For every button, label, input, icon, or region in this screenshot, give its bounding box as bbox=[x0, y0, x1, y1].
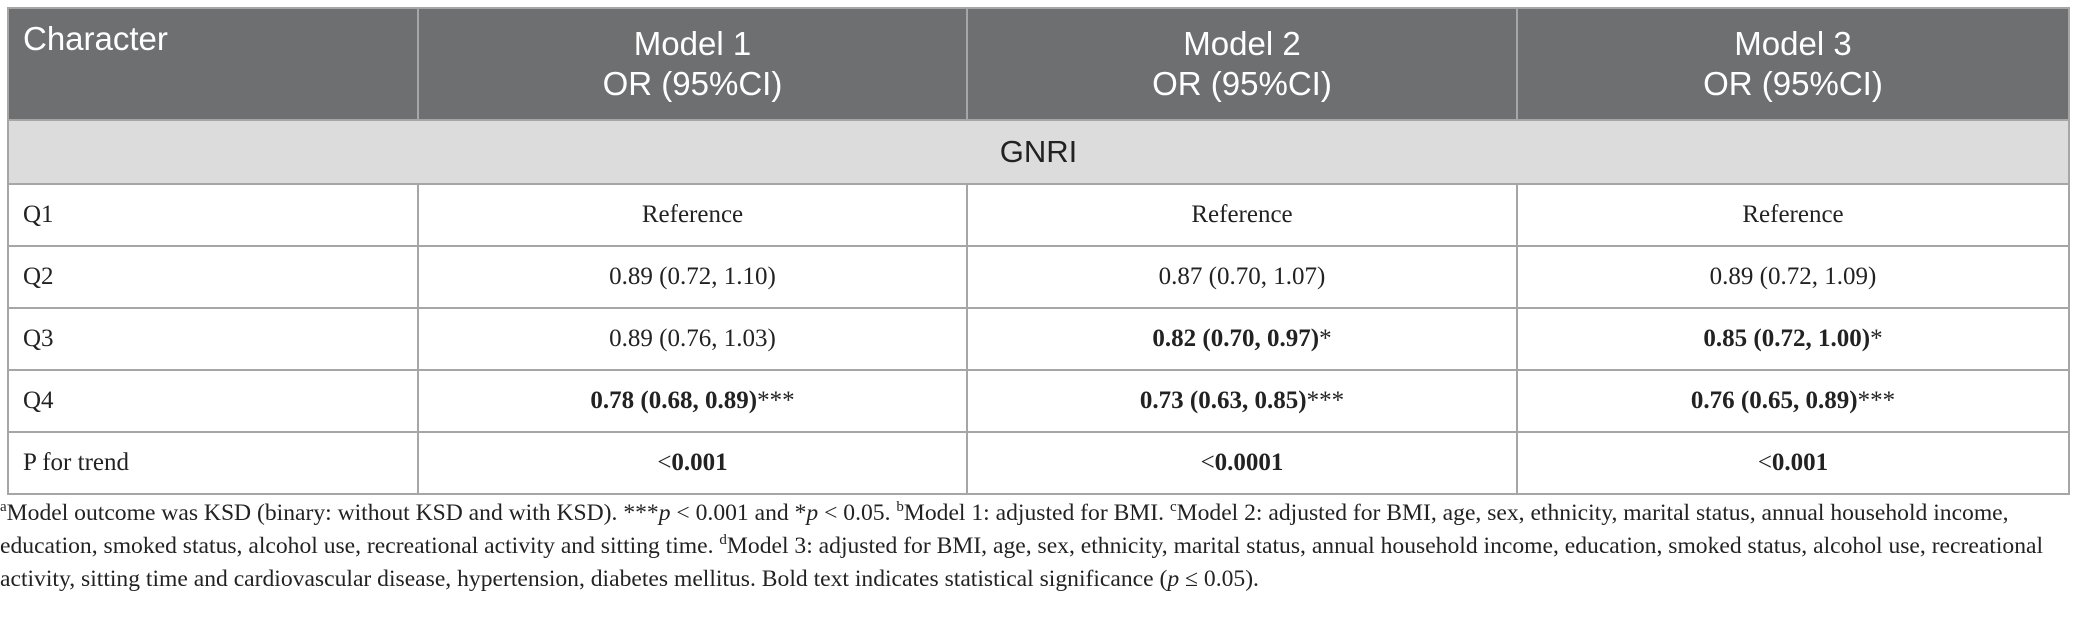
cell-text: Q4 bbox=[23, 387, 54, 414]
cell-mark: * bbox=[1319, 325, 1332, 352]
row-label: P for trend bbox=[7, 431, 419, 495]
footnote-text: ≤ 0.05). bbox=[1179, 566, 1259, 592]
table-header: Character Model 1 OR (95%CI) Model 2 OR (95%… bbox=[7, 7, 2070, 121]
cell: 0.76 (0.65, 0.89)*** bbox=[1516, 369, 2070, 433]
cell-mark: < bbox=[1757, 449, 1772, 476]
cell-text: 0.89 (0.72, 1.10) bbox=[609, 263, 776, 290]
row-label: Q4 bbox=[7, 369, 419, 433]
cell: 0.89 (0.72, 1.09) bbox=[1516, 245, 2070, 309]
significant-value: 0.0001 bbox=[1214, 449, 1284, 476]
cell-mark: * bbox=[1870, 325, 1883, 352]
row-label: Q1 bbox=[7, 183, 419, 247]
significant-value: 0.82 (0.70, 0.97) bbox=[1152, 325, 1320, 352]
data-row: Q2 0.89 (0.72, 1.10) 0.87 (0.70, 1.07) 0.89… bbox=[7, 245, 2070, 309]
column-header: Character bbox=[7, 7, 419, 121]
section-row: GNRI bbox=[7, 119, 2070, 185]
cell-text: Reference bbox=[1742, 201, 1844, 228]
column-header: Model 3 OR (95%CI) bbox=[1516, 7, 2070, 121]
footnote-text: < 0.001 and * bbox=[670, 500, 807, 526]
row-label: Q3 bbox=[7, 307, 419, 371]
cell: <0.0001 bbox=[966, 431, 1518, 495]
cell: Reference bbox=[417, 183, 968, 247]
header-text: OR (95%CI) bbox=[602, 65, 783, 102]
column-header: Model 1 OR (95%CI) bbox=[417, 7, 968, 121]
header-text: Model 1 bbox=[633, 25, 752, 62]
header-text: OR (95%CI) bbox=[1703, 65, 1883, 102]
data-row: Q3 0.89 (0.76, 1.03) 0.82 (0.70, 0.97)* 0.8… bbox=[7, 307, 2070, 371]
significant-value: 0.73 (0.63, 0.85) bbox=[1139, 387, 1307, 414]
footnote-text: Model 3: adjusted for BMI, age, sex, eth… bbox=[0, 533, 2044, 592]
row-label: Q2 bbox=[7, 245, 419, 309]
section-cell: GNRI bbox=[7, 119, 2070, 185]
results-table: Character Model 1 OR (95%CI) Model 2 OR (95%… bbox=[7, 7, 2070, 495]
cell-mark: < bbox=[1200, 449, 1215, 476]
cell: 0.78 (0.68, 0.89)*** bbox=[417, 369, 968, 433]
cell-text: 0.87 (0.70, 1.07) bbox=[1158, 263, 1326, 290]
footnote-italic: p bbox=[806, 500, 819, 526]
cell: <0.001 bbox=[417, 431, 968, 495]
footnote-italic: p bbox=[658, 500, 671, 526]
header-text: OR (95%CI) bbox=[1152, 65, 1332, 102]
cell-text: Reference bbox=[1191, 201, 1293, 228]
cell-text: 0.89 (0.72, 1.09) bbox=[1709, 263, 1877, 290]
header-text: Model 3 bbox=[1734, 25, 1852, 62]
cell-text: Q2 bbox=[23, 263, 54, 290]
data-row: Q1 Reference Reference Reference bbox=[7, 183, 2070, 247]
footnote-marker: a bbox=[0, 499, 7, 516]
header-row: Character Model 1 OR (95%CI) Model 2 OR (95%… bbox=[7, 7, 2070, 121]
cell: 0.85 (0.72, 1.00)* bbox=[1516, 307, 2070, 371]
cell-mark: *** bbox=[1306, 387, 1345, 414]
header-text: Model 2 bbox=[1183, 25, 1301, 62]
cell: Reference bbox=[1516, 183, 2070, 247]
footnote-marker: c bbox=[1169, 499, 1177, 516]
footnote: aModel outcome was KSD (binary: without … bbox=[0, 497, 2076, 596]
significant-value: 0.78 (0.68, 0.89) bbox=[590, 387, 758, 414]
cell-text: Q1 bbox=[23, 201, 54, 228]
cell-mark: *** bbox=[1857, 387, 1896, 414]
significant-value: 0.76 (0.65, 0.89) bbox=[1690, 387, 1858, 414]
cell: Reference bbox=[966, 183, 1518, 247]
cell-mark: < bbox=[657, 449, 672, 476]
table-body: GNRI Q1 Reference Reference Reference Q2 0.89 … bbox=[7, 119, 2070, 495]
cell: 0.73 (0.63, 0.85)*** bbox=[966, 369, 1518, 433]
cell: 0.89 (0.76, 1.03) bbox=[417, 307, 968, 371]
data-row: P for trend <0.001 <0.0001 <0.001 bbox=[7, 431, 2070, 495]
cell: 0.82 (0.70, 0.97)* bbox=[966, 307, 1518, 371]
column-header: Model 2 OR (95%CI) bbox=[966, 7, 1518, 121]
footnote-marker: b bbox=[896, 499, 904, 516]
footnote-italic: p bbox=[1167, 566, 1180, 592]
cell-text: Q3 bbox=[23, 325, 54, 352]
cell: 0.89 (0.72, 1.10) bbox=[417, 245, 968, 309]
footnote-text: Model 1: adjusted for BMI. bbox=[903, 500, 1170, 526]
cell-mark: *** bbox=[757, 387, 795, 414]
significant-value: 0.001 bbox=[671, 449, 728, 476]
footnote-marker: d bbox=[719, 532, 727, 549]
header-text: Character bbox=[23, 20, 168, 57]
footnote-text: Model 2: adjusted for BMI, age, sex, eth… bbox=[0, 500, 2009, 559]
cell-text: Reference bbox=[641, 201, 744, 228]
significant-value: 0.001 bbox=[1771, 449, 1829, 476]
cell-text: P for trend bbox=[23, 449, 129, 476]
cell: 0.87 (0.70, 1.07) bbox=[966, 245, 1518, 309]
cell-text: 0.89 (0.76, 1.03) bbox=[609, 325, 776, 352]
significant-value: 0.85 (0.72, 1.00) bbox=[1703, 325, 1871, 352]
section-label: GNRI bbox=[999, 134, 1078, 169]
cell: <0.001 bbox=[1516, 431, 2070, 495]
footnote-text: < 0.05. bbox=[818, 500, 897, 526]
data-row: Q4 0.78 (0.68, 0.89)*** 0.73 (0.63, 0.85)*… bbox=[7, 369, 2070, 433]
footnote-text: Model outcome was KSD (binary: without K… bbox=[6, 500, 659, 526]
